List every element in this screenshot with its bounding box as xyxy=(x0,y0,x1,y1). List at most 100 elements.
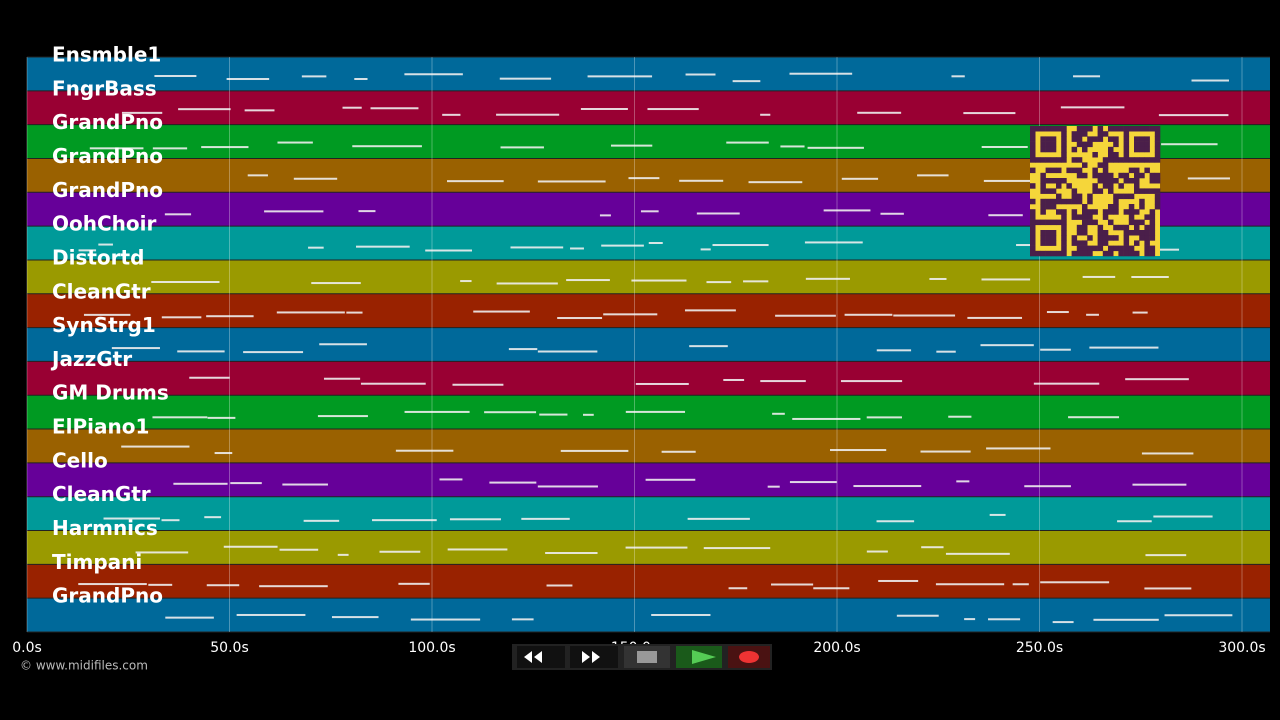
note xyxy=(807,146,864,149)
track-label: GrandPno xyxy=(52,584,163,608)
rewind-button[interactable] xyxy=(517,646,565,668)
qr-cell xyxy=(1040,188,1046,194)
note xyxy=(700,248,711,251)
qr-cell xyxy=(1030,146,1036,153)
play-button[interactable] xyxy=(676,646,722,668)
qr-cell xyxy=(1076,193,1083,200)
qr-cell xyxy=(1144,126,1150,132)
note xyxy=(1164,614,1233,617)
qr-cell xyxy=(1030,209,1036,215)
note xyxy=(537,485,598,488)
qr-cell xyxy=(1108,219,1114,226)
track-label: Cello xyxy=(52,448,108,472)
note xyxy=(687,517,750,520)
note xyxy=(404,410,470,413)
note xyxy=(840,380,903,383)
qr-cell xyxy=(1123,141,1130,148)
note xyxy=(1144,587,1192,590)
tick-label: 200.0s xyxy=(813,640,860,656)
qr-cell xyxy=(1082,250,1088,257)
qr-cell xyxy=(1040,141,1046,148)
record-button[interactable] xyxy=(728,646,770,668)
qr-cell xyxy=(1097,126,1104,132)
qr-cell xyxy=(1154,146,1161,153)
note xyxy=(236,613,306,616)
qr-cell xyxy=(1056,250,1062,257)
qr-cell xyxy=(1030,214,1036,220)
track-label: GrandPno xyxy=(52,144,163,168)
qr-cell xyxy=(1097,172,1104,179)
qr-cell xyxy=(1092,152,1098,158)
qr-cell xyxy=(1128,250,1135,257)
note xyxy=(1089,346,1159,349)
qr-cell xyxy=(1050,240,1057,246)
note xyxy=(452,383,504,386)
lane xyxy=(27,361,1270,396)
note xyxy=(580,108,628,111)
note xyxy=(1131,276,1169,279)
qr-cell xyxy=(1139,172,1145,179)
qr-cell xyxy=(1144,235,1150,241)
qr-cell xyxy=(1108,209,1114,215)
note xyxy=(449,518,501,521)
qr-cell xyxy=(1139,235,1145,241)
note xyxy=(277,141,313,144)
note xyxy=(121,111,163,114)
qr-cell xyxy=(1071,136,1078,142)
note xyxy=(1161,143,1218,146)
qr-cell xyxy=(1056,126,1062,132)
stop-button[interactable] xyxy=(624,646,670,668)
qr-cell xyxy=(1097,235,1104,241)
qr-cell xyxy=(1134,219,1140,226)
track-label: Distortd xyxy=(52,245,144,269)
qr-cell xyxy=(1102,214,1109,220)
note xyxy=(599,214,611,217)
note xyxy=(640,210,659,213)
tick-label: 300.0s xyxy=(1218,640,1265,656)
note xyxy=(988,618,1021,621)
qr-cell xyxy=(1118,183,1124,189)
qr-cell xyxy=(1045,136,1052,142)
note xyxy=(805,277,850,280)
note xyxy=(259,585,328,588)
qr-cell xyxy=(1123,131,1130,137)
note xyxy=(508,348,538,351)
note xyxy=(878,579,919,582)
qr-cell xyxy=(1045,235,1052,241)
qr-cell xyxy=(1050,198,1057,205)
qr-cell xyxy=(1056,193,1062,200)
qr-cell xyxy=(1030,126,1036,132)
note xyxy=(981,278,1031,281)
qr-cell xyxy=(1071,198,1078,205)
play-icon xyxy=(692,650,716,664)
qr-cell xyxy=(1061,136,1067,142)
qr-cell xyxy=(1071,193,1078,200)
qr-cell xyxy=(1045,240,1052,246)
qr-cell xyxy=(1061,157,1067,163)
lane xyxy=(27,564,1270,599)
qr-cell xyxy=(1139,198,1145,205)
qr-cell xyxy=(1030,224,1036,231)
qr-cell xyxy=(1134,167,1140,174)
qr-cell xyxy=(1154,126,1161,132)
track-label: GM Drums xyxy=(52,381,169,405)
qr-cell xyxy=(1144,240,1150,246)
note xyxy=(628,177,660,180)
qr-cell xyxy=(1123,245,1130,252)
note xyxy=(1082,275,1116,278)
note xyxy=(1191,79,1229,82)
qr-cell xyxy=(1113,178,1119,184)
track-label: Timpani xyxy=(52,550,142,574)
note xyxy=(78,583,147,586)
forward-button[interactable] xyxy=(570,646,618,668)
qr-cell xyxy=(1118,250,1124,257)
qr-cell xyxy=(1128,219,1135,226)
qr-cell xyxy=(1113,126,1119,132)
note xyxy=(921,546,944,549)
qr-cell xyxy=(1139,219,1145,226)
qr-cell xyxy=(1050,146,1057,153)
track-label: Harmnics xyxy=(52,516,158,540)
note xyxy=(645,478,696,481)
note xyxy=(896,614,939,617)
qr-cell xyxy=(1113,157,1119,163)
